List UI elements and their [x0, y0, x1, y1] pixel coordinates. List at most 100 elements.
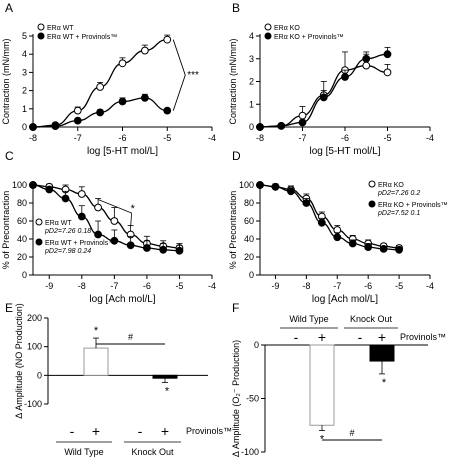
legend-label: ERα KO + Provinols™	[378, 202, 448, 209]
series-line	[259, 184, 400, 249]
panel-D: D -9 -8 -7 -6 -5 -4 0 20 40 60 80 100 log [Ach mol/L]…	[228, 149, 448, 305]
data-point	[302, 199, 311, 207]
data-point	[29, 181, 37, 189]
legend-marker	[264, 32, 272, 40]
y-tick-label: 20	[244, 252, 254, 262]
data-point	[118, 59, 127, 68]
x-tick-label: -7	[298, 133, 306, 143]
group-label: Knock Out	[131, 447, 174, 457]
data-point	[383, 68, 392, 77]
series-filled	[29, 93, 172, 131]
y-tick-label: 100	[239, 180, 254, 190]
data-point	[94, 203, 102, 212]
treatment-sign: -	[294, 329, 299, 345]
data-point	[362, 61, 371, 70]
x-axis-label: log [Ach mol/L]	[89, 294, 155, 305]
significance-marker: ***	[187, 70, 199, 81]
y-tick-label: 60	[17, 216, 27, 226]
legend-label: ERα WT + Provinols™	[45, 240, 115, 247]
legend-marker	[368, 200, 376, 208]
treatment-sign: +	[92, 423, 100, 439]
data-point	[96, 83, 105, 91]
x-axis-label: log [5-HT mol/L]	[87, 146, 158, 157]
y-tick-label: 4	[249, 31, 254, 41]
panel-letter: C	[5, 149, 14, 163]
legend-marker	[37, 23, 45, 31]
x-tick-label: -8	[78, 281, 86, 291]
y-tick-label: -50	[246, 394, 259, 404]
treatment-label: Provinols™	[186, 426, 232, 436]
bar	[309, 344, 335, 426]
group-label: Knock Out	[350, 314, 393, 324]
y-tick-label: 80	[17, 198, 27, 208]
data-point	[110, 236, 119, 245]
x-tick-label: -8	[29, 133, 37, 143]
annotation-line	[130, 212, 133, 227]
legend-stats: pD2=7.52 0.1	[377, 210, 420, 217]
data-point	[271, 182, 280, 191]
y-tick-label: 3	[22, 67, 27, 77]
legend-stats: pD2=7.26 0.18	[44, 228, 91, 235]
data-point	[298, 111, 307, 120]
data-point	[277, 121, 286, 130]
data-point	[333, 233, 342, 242]
legend-marker	[368, 180, 376, 188]
x-axis-label: log [5-HT mol/L]	[310, 146, 381, 157]
bar	[152, 374, 178, 379]
y-tick-label: 2	[22, 86, 27, 96]
data-point	[163, 35, 172, 44]
data-point	[362, 54, 371, 63]
panel-letter: E	[5, 301, 13, 315]
legend-marker	[35, 218, 43, 226]
significance-marker: *	[382, 377, 387, 389]
x-tick-label: -4	[208, 133, 216, 143]
data-point	[348, 239, 357, 248]
series-line	[259, 184, 400, 251]
y-tick-label: 0	[249, 122, 254, 132]
data-point	[118, 97, 127, 106]
legend-label: ERα WT	[45, 220, 72, 227]
bar	[369, 344, 395, 362]
series-filled	[29, 181, 184, 255]
x-tick-label: -6	[143, 281, 151, 291]
y-tick-label: 2	[249, 77, 254, 87]
x-tick-label: -4	[208, 281, 216, 291]
data-point	[110, 217, 119, 225]
x-tick-label: -5	[163, 133, 171, 143]
y-tick-label: 5	[22, 31, 27, 41]
y-tick-label: 0	[37, 370, 42, 380]
legend-label: ERα WT	[47, 25, 74, 32]
treatment-sign: -	[358, 329, 363, 345]
y-tick-label: 4	[22, 49, 27, 59]
data-point	[96, 108, 105, 117]
x-tick-label: -7	[110, 281, 118, 291]
series-filled	[256, 181, 403, 254]
data-point	[287, 187, 295, 196]
treatment-sign: -	[70, 423, 75, 439]
panel-letter: A	[5, 1, 13, 15]
series-filled	[256, 46, 392, 131]
data-point	[94, 230, 102, 239]
legend-label: ERα KO	[274, 25, 300, 32]
y-tick-label: 200	[27, 313, 42, 323]
x-tick-label: -9	[271, 281, 279, 291]
panel-C: C -9 -8 -7 -6 -5 -4 0 20 40 60 80 100 log [Ach mol/L]…	[1, 149, 216, 305]
data-point	[175, 246, 184, 255]
y-tick-label: 40	[244, 234, 254, 244]
data-point	[159, 245, 168, 254]
y-tick-label: 20	[17, 252, 27, 262]
legend-stats: pD2=7.98 0.24	[44, 248, 91, 255]
data-point	[163, 106, 172, 115]
data-point	[383, 50, 392, 59]
x-tick-label: -5	[383, 133, 391, 143]
legend-marker	[37, 32, 45, 40]
panel-letter: B	[232, 1, 240, 15]
data-point	[51, 122, 60, 130]
y-axis-label: Δ Amplitude (NO Production)	[14, 303, 24, 419]
data-point	[143, 244, 151, 252]
y-tick-label: -100	[24, 399, 42, 409]
legend: ERα KO ERα KO + Provinols™	[264, 23, 344, 41]
